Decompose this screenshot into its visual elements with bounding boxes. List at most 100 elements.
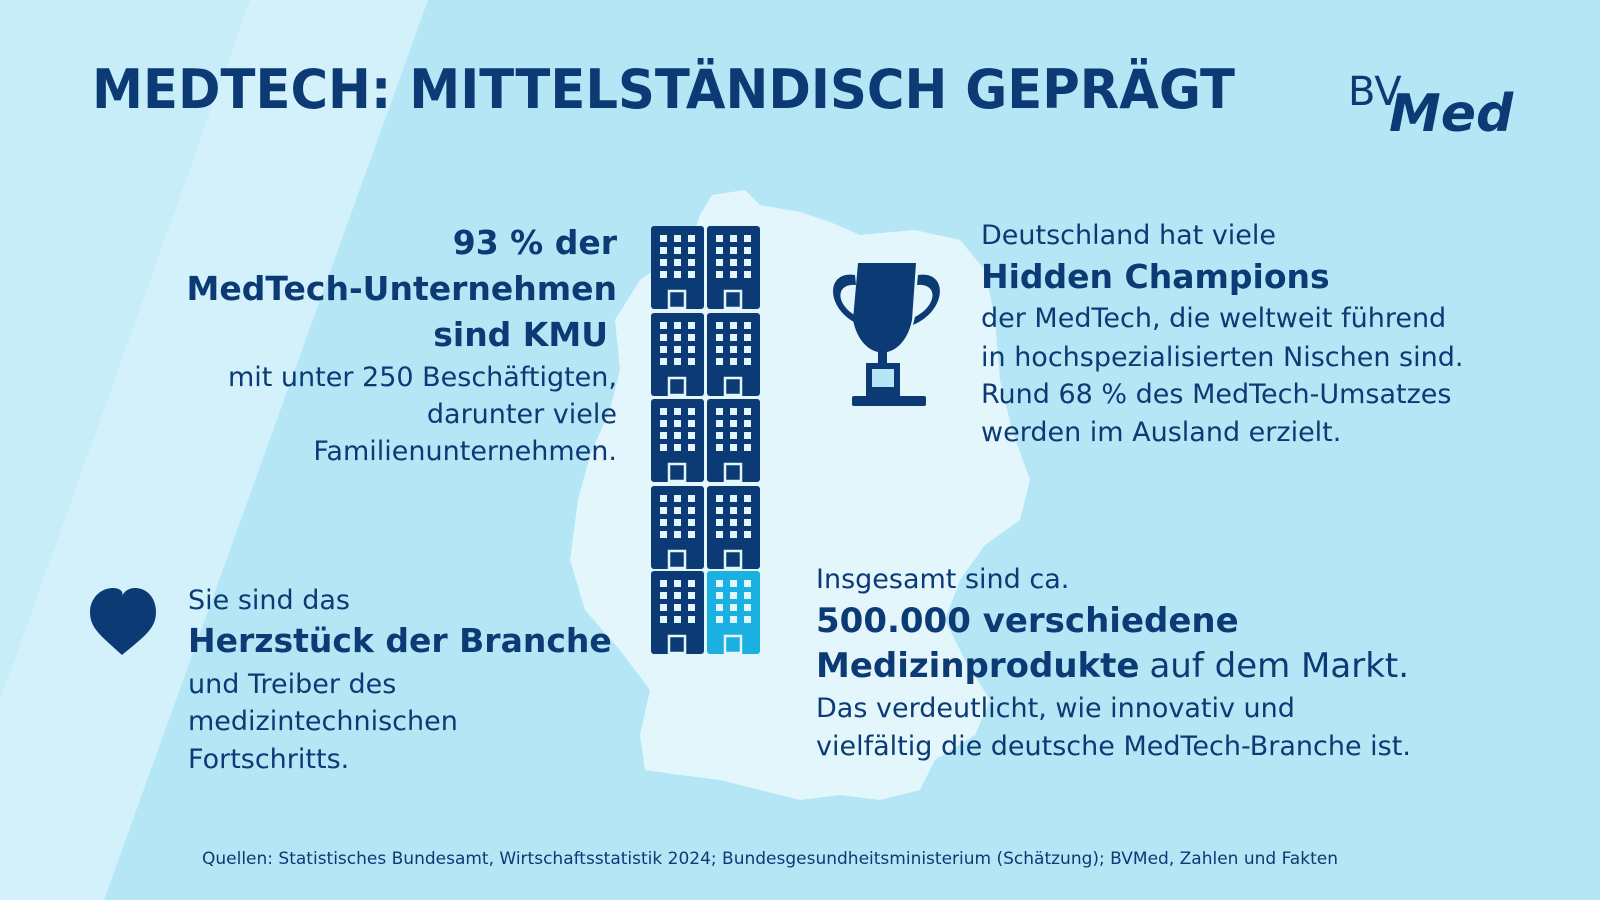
- products-body: vielfältig die deutsche MedTech-Branche …: [816, 731, 1411, 762]
- window: [660, 519, 667, 526]
- window: [744, 519, 751, 526]
- building: [707, 313, 760, 396]
- champions-highlight: Hidden Champions: [981, 257, 1330, 296]
- trophy-handle: [833, 274, 860, 325]
- door: [723, 462, 743, 483]
- window: [716, 235, 723, 242]
- logo-prefix: BV: [1348, 69, 1402, 115]
- window: [674, 235, 681, 242]
- source-note: Quellen: Statistisches Bundesamt, Wirtsc…: [202, 849, 1338, 869]
- window: [660, 247, 667, 254]
- door: [723, 289, 743, 310]
- window: [716, 322, 723, 329]
- kmu-headline: sind KMU: [433, 315, 608, 354]
- products-highlight: 500.000 verschiedene: [816, 601, 1239, 641]
- door: [667, 289, 687, 310]
- window: [688, 507, 695, 514]
- window: [730, 235, 737, 242]
- window: [660, 580, 667, 587]
- building: [651, 399, 704, 482]
- products-block: Insgesamt sind ca. 500.000 verschiedene …: [816, 564, 1411, 762]
- window: [674, 420, 681, 427]
- building: [707, 226, 760, 309]
- window: [660, 259, 667, 266]
- window: [744, 334, 751, 341]
- heart-body: medizintechnischen: [188, 706, 458, 737]
- heart-block: Sie sind das Herzstück der Branche und T…: [188, 585, 612, 775]
- logo-name: Med: [1389, 84, 1514, 144]
- window: [716, 346, 723, 353]
- window: [730, 322, 737, 329]
- door: [667, 376, 687, 397]
- window: [674, 259, 681, 266]
- kmu-body: mit unter 250 Beschäftigten,: [228, 362, 617, 393]
- window: [744, 322, 751, 329]
- door: [723, 634, 743, 655]
- products-line: Medizinprodukte auf dem Markt.: [816, 646, 1409, 686]
- window: [716, 604, 723, 611]
- champions-body: der MedTech, die weltweit führend: [981, 303, 1446, 334]
- window: [730, 531, 737, 538]
- heart-icon: [90, 588, 156, 655]
- window: [744, 420, 751, 427]
- window: [744, 444, 751, 451]
- window: [744, 604, 751, 611]
- window: [716, 408, 723, 415]
- window: [688, 444, 695, 451]
- window: [730, 507, 737, 514]
- window: [730, 420, 737, 427]
- window: [716, 507, 723, 514]
- window: [730, 616, 737, 623]
- champions-body: werden im Ausland erzielt.: [981, 417, 1341, 448]
- door: [667, 549, 687, 570]
- window: [688, 247, 695, 254]
- window: [674, 580, 681, 587]
- window: [744, 616, 751, 623]
- champions-body: Rund 68 % des MedTech-Umsatzes: [981, 379, 1451, 410]
- window: [674, 346, 681, 353]
- kmu-body: Familienunternehmen.: [313, 436, 617, 467]
- stripe: [0, 0, 428, 900]
- window: [730, 519, 737, 526]
- window: [688, 432, 695, 439]
- window: [744, 358, 751, 365]
- window: [688, 235, 695, 242]
- window: [730, 271, 737, 278]
- window: [660, 531, 667, 538]
- door: [667, 462, 687, 483]
- window: [730, 604, 737, 611]
- building: [651, 226, 704, 309]
- window: [660, 495, 667, 502]
- window: [674, 592, 681, 599]
- window: [744, 235, 751, 242]
- building: [707, 399, 760, 482]
- trophy-foot: [852, 396, 926, 406]
- building: [651, 486, 704, 569]
- window: [674, 531, 681, 538]
- window: [716, 420, 723, 427]
- window: [716, 259, 723, 266]
- window: [730, 247, 737, 254]
- trophy-handle: [913, 274, 940, 325]
- heart-body: Fortschritts.: [188, 744, 349, 775]
- products-body: Das verdeutlicht, wie innovativ und: [816, 693, 1295, 724]
- window: [730, 580, 737, 587]
- window: [730, 334, 737, 341]
- title: MEDTECH: MITTELSTÄNDISCH GEPRÄGT: [92, 58, 1235, 121]
- products-intro: Insgesamt sind ca.: [816, 564, 1069, 595]
- window: [716, 444, 723, 451]
- window: [730, 346, 737, 353]
- window: [674, 519, 681, 526]
- window: [744, 432, 751, 439]
- window: [660, 346, 667, 353]
- window: [674, 495, 681, 502]
- window: [674, 271, 681, 278]
- window: [744, 580, 751, 587]
- window: [730, 495, 737, 502]
- window: [688, 531, 695, 538]
- building: [707, 486, 760, 569]
- window: [660, 358, 667, 365]
- window: [660, 444, 667, 451]
